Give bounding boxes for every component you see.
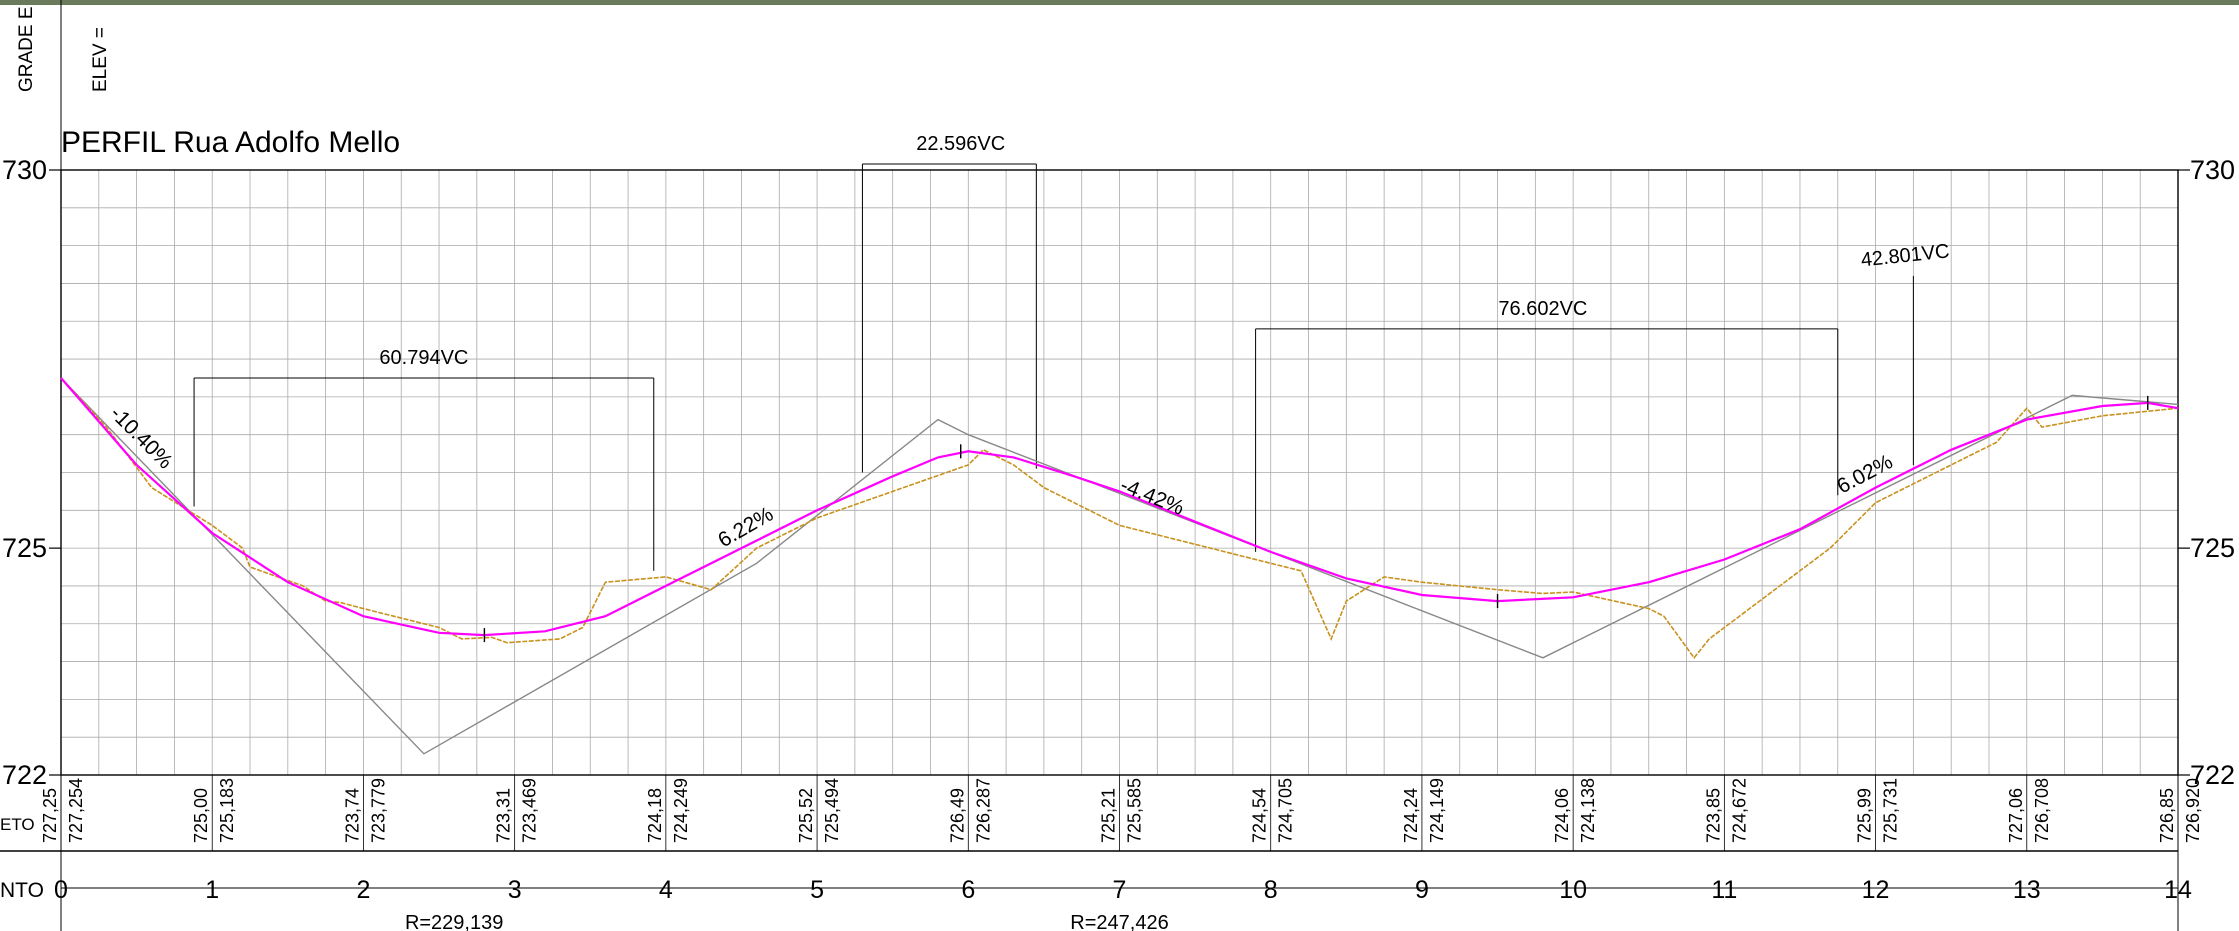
vc-length-label: 76.602VC: [1498, 298, 1587, 320]
vertex-marks: [483, 395, 2149, 643]
design-elevation-label: 727,254: [66, 778, 86, 843]
y-tick-label-left: 725: [2, 533, 47, 563]
map-strip: [0, 0, 2239, 5]
design-line: [60, 377, 2179, 637]
terrain-elevation-label: 724,54: [1250, 788, 1270, 843]
station-number: 11: [1711, 876, 1737, 904]
elevation-row-label: ETO: [0, 815, 35, 834]
terrain-elevation-label: 724,06: [1552, 788, 1572, 843]
station-number: 13: [2013, 876, 2041, 904]
terrain-line: [60, 377, 2179, 660]
terrain-elevation-label: 725,21: [1099, 788, 1119, 843]
vc-length-label: 60.794VC: [379, 347, 468, 369]
station-number: 12: [1862, 876, 1890, 904]
grade-labels: -10.40%6.22%-4.42% 6.02%: [105, 402, 1896, 552]
terrain-elevation-label: 725,52: [796, 788, 816, 843]
y-tick-label-left: 730: [2, 155, 47, 185]
profile-series: [60, 377, 2179, 755]
design-elevation-label: 724,138: [1578, 778, 1598, 843]
vc-length-label: 42.801VC: [1860, 240, 1951, 271]
terrain-elevation-label: 723,85: [1703, 788, 1723, 843]
design-elevation-label: 725,731: [1881, 778, 1901, 843]
terrain-elevation-label: 725,99: [1855, 788, 1875, 843]
terrain-elevation-label: 727,06: [2006, 788, 2026, 843]
tangents-line: [60, 377, 2179, 755]
design-elevation-label: 725,183: [217, 778, 237, 843]
station-elevations: 727,25 727,254 725,00 725,183 723,74 723,779 7…: [40, 775, 2203, 851]
profile-title: PERFIL Rua Adolfo Mello: [61, 126, 400, 159]
station-number: 4: [659, 876, 673, 904]
design-elevation-label: 724,149: [1427, 778, 1447, 843]
design-elevation-label: 724,672: [1729, 778, 1749, 843]
grade-label: -10.40%: [105, 402, 177, 474]
terrain-elevation-label: 723,31: [494, 788, 514, 843]
station-number: 1: [205, 876, 219, 904]
design-elevation-label: 726,920: [2183, 778, 2203, 843]
station-number: 14: [2164, 876, 2192, 904]
design-elevation-label: 725,494: [822, 778, 842, 843]
radius-label: R=247,426: [1070, 912, 1168, 931]
design-elevation-label: 726,287: [973, 778, 993, 843]
x-axis: 0 1 2 3 4 5 6 7 8 9 10 11 12 13 14: [54, 876, 2192, 904]
vertical-curves: 60.794VC 22.596VC 76.602VC 42.801VC: [193, 133, 1951, 571]
station-number: 2: [356, 876, 370, 904]
vc-length-label: 22.596VC: [916, 133, 1005, 155]
data-bands: [0, 775, 2179, 931]
station-number: 9: [1415, 876, 1429, 904]
elev-label: ELEV =: [90, 27, 111, 92]
station-number: 0: [54, 876, 68, 904]
design-elevation-label: 724,249: [671, 778, 691, 843]
terrain-elevation-label: 726,85: [2157, 788, 2177, 843]
y-tick-label-right: 730: [2190, 155, 2235, 185]
terrain-elevation-label: 724,18: [645, 788, 665, 843]
terrain-elevation-label: 724,24: [1401, 788, 1421, 843]
terrain-elevation-label: 723,74: [342, 788, 362, 843]
design-elevation-label: 724,705: [1276, 778, 1296, 843]
station-row-label: NTO: [0, 879, 44, 902]
station-number: 10: [1559, 876, 1587, 904]
station-number: 6: [961, 876, 975, 904]
design-elevation-label: 723,779: [368, 778, 388, 843]
y-tick-label-right: 725: [2190, 533, 2235, 563]
design-elevation-label: 725,585: [1125, 778, 1145, 843]
y-axis: 730 730 725 725 722 722: [2, 155, 2235, 790]
terrain-elevation-label: 726,49: [947, 788, 967, 843]
station-number: 3: [508, 876, 522, 904]
terrain-elevation-label: 727,25: [40, 788, 60, 843]
radius-label: R=229,139: [405, 912, 503, 931]
grade-label: 6.02%: [1833, 450, 1896, 498]
grade-label: GRADE E: [16, 6, 37, 92]
station-number: 7: [1113, 876, 1127, 904]
station-number: 5: [810, 876, 824, 904]
y-tick-label-right: 722: [2190, 760, 2235, 790]
grade-label: -4.42%: [1117, 474, 1187, 520]
y-tick-label-left: 722: [2, 760, 47, 790]
station-number: 8: [1264, 876, 1278, 904]
design-elevation-label: 726,708: [2032, 778, 2052, 843]
terrain-elevation-label: 725,00: [191, 788, 211, 843]
radius-labels: R=229,139 R=247,426: [405, 912, 1169, 931]
design-elevation-label: 723,469: [520, 778, 540, 843]
